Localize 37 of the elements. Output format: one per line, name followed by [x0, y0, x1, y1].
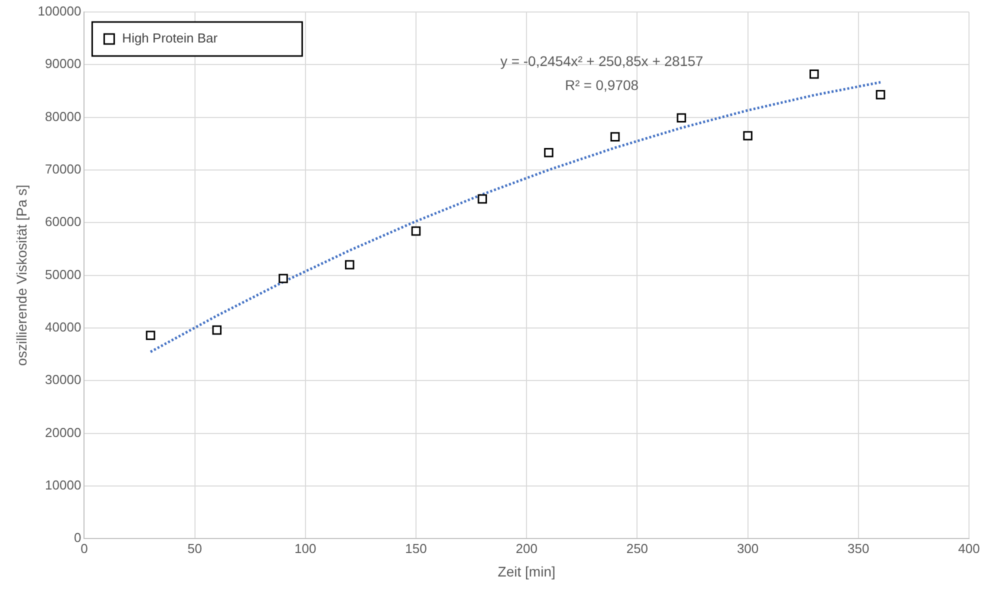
point: [212, 325, 222, 335]
y-tick-label: 30000: [45, 372, 82, 388]
annotation: y = -0,2454x² + 250,85x + 28157: [500, 52, 704, 69]
y-tick-label: 60000: [45, 214, 82, 230]
y-axis-title: oszillierende Viskosität [Pa s]: [13, 184, 30, 366]
x-tick-label: 150: [405, 540, 427, 556]
y-tick-label: 90000: [45, 56, 82, 72]
point: [676, 113, 686, 122]
annotation: R² = 0,9708: [565, 76, 639, 93]
y-tick-label: 80000: [45, 108, 82, 124]
x-tick-label: 50: [188, 540, 202, 556]
point: [544, 148, 554, 158]
point: [344, 260, 354, 270]
x-tick-label: 300: [736, 540, 759, 556]
point: [146, 330, 156, 340]
point: [810, 70, 819, 79]
point: [478, 194, 487, 204]
x-tick-label: 250: [626, 540, 648, 556]
x-axis-title: Zeit [min]: [498, 563, 556, 580]
y-tick-label: 40000: [45, 320, 82, 335]
point: [610, 132, 620, 142]
point: [743, 131, 752, 140]
point: [411, 226, 421, 236]
x-tick-label: 400: [958, 540, 980, 556]
x-tick-label: 100: [294, 540, 316, 556]
y-tick-label: 70000: [45, 162, 82, 177]
y-tick-label: 50000: [45, 266, 82, 282]
x-tick-label: 200: [516, 540, 538, 556]
x-tick-label: 350: [848, 540, 870, 556]
legend-label: High Protein Bar: [122, 30, 218, 46]
y-tick-label: 100000: [38, 4, 82, 19]
point: [278, 274, 288, 284]
y-tick-label: 20000: [45, 424, 82, 440]
point: [876, 90, 886, 100]
y-tick-label: 0: [74, 530, 82, 546]
line-series: [149, 80, 882, 354]
y-tick-label: 10000: [45, 478, 82, 493]
